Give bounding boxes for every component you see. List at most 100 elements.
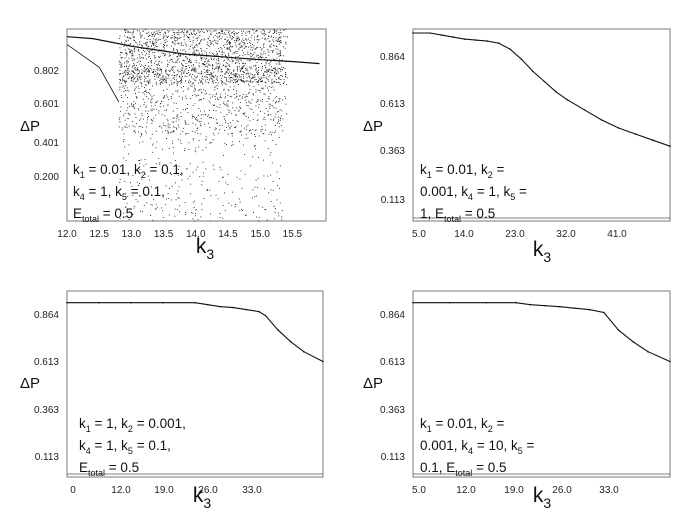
scatter-point (201, 184, 203, 186)
scatter-point (144, 71, 145, 73)
scatter-point (194, 87, 195, 89)
scatter-point (165, 130, 166, 132)
scatter-point (252, 81, 254, 82)
scatter-point (235, 125, 237, 127)
scatter-point (189, 58, 190, 60)
scatter-point (282, 99, 284, 101)
scatter-point (231, 72, 232, 74)
scatter-point (167, 133, 169, 134)
scatter-point (192, 201, 194, 203)
data-point (463, 38, 466, 40)
scatter-point (201, 180, 203, 182)
scatter-point (235, 73, 236, 75)
parameter-annotation: Etotal​ = 0.5 (73, 206, 133, 224)
scatter-point (184, 150, 185, 151)
scatter-point (141, 34, 143, 36)
scatter-point (207, 72, 209, 73)
scatter-point (274, 132, 276, 133)
y-tick-label: 0.802 (34, 66, 59, 77)
scatter-point (267, 35, 269, 37)
scatter-point (146, 68, 147, 70)
data-point (258, 310, 260, 313)
scatter-point (236, 51, 238, 52)
scatter-point (149, 92, 150, 94)
scatter-point (193, 31, 195, 33)
scatter-point (195, 151, 197, 153)
scatter-point (241, 134, 242, 136)
scatter-point (126, 72, 128, 74)
scatter-point (269, 45, 271, 46)
scatter-point (158, 112, 160, 114)
scatter-point (146, 76, 148, 77)
scatter-point (273, 67, 274, 69)
scatter-point (275, 144, 277, 145)
scatter-point (121, 82, 122, 84)
data-point (543, 80, 546, 83)
x-tick-label: 12.5 (89, 229, 109, 240)
scatter-point (147, 98, 149, 100)
scatter-point (280, 115, 282, 117)
scatter-point (196, 120, 198, 122)
scatter-point (129, 37, 131, 39)
scatter-point (158, 110, 160, 112)
scatter-point (219, 97, 221, 98)
scatter-point (135, 81, 136, 83)
scatter-point (195, 50, 197, 52)
scatter-point (265, 57, 267, 58)
scatter-point (127, 107, 129, 109)
series-line (413, 302, 671, 363)
scatter-point (198, 43, 200, 45)
y-tick-label: 0.864 (380, 310, 405, 321)
scatter-point (216, 53, 218, 55)
scatter-point (271, 80, 273, 82)
scatter-point (202, 149, 204, 151)
scatter-point (258, 106, 260, 108)
scatter-point (194, 131, 196, 133)
scatter-point (124, 62, 125, 64)
y-tick-label: 0.864 (380, 52, 405, 63)
scatter-point (141, 56, 143, 58)
scatter-point (280, 118, 281, 120)
scatter-point (143, 104, 145, 105)
scatter-point (256, 39, 258, 40)
scatter-point (182, 76, 183, 77)
scatter-point (244, 42, 246, 44)
scatter-point (246, 105, 248, 106)
scatter-point (140, 66, 141, 67)
scatter-point (127, 73, 128, 75)
scatter-point (221, 52, 223, 53)
scatter-point (255, 129, 257, 131)
scatter-point (139, 33, 141, 35)
scatter-point (206, 54, 207, 55)
scatter-point (275, 101, 277, 103)
scatter-point (173, 102, 175, 104)
series-line (413, 32, 671, 147)
scatter-point (261, 63, 262, 64)
scatter-point (155, 60, 157, 62)
scatter-point (267, 114, 269, 115)
scatter-point (216, 59, 217, 61)
scatter-point (174, 42, 176, 44)
scatter-point (269, 154, 271, 156)
scatter-point (209, 109, 210, 111)
scatter-point (206, 44, 208, 45)
scatter-point (153, 45, 155, 46)
scatter-point (264, 38, 265, 40)
scatter-point (154, 57, 156, 59)
scatter-point (188, 81, 189, 83)
scatter-point (139, 169, 141, 170)
scatter-point (238, 99, 239, 100)
scatter-point (194, 46, 195, 48)
scatter-point (248, 31, 250, 33)
scatter-point (160, 106, 162, 108)
scatter-point (268, 54, 270, 56)
scatter-point (221, 124, 223, 126)
scatter-point (197, 132, 199, 134)
scatter-point (217, 37, 219, 39)
scatter-point (222, 176, 224, 178)
scatter-point (125, 196, 127, 198)
scatter-point (176, 209, 178, 211)
scatter-point (164, 54, 166, 56)
scatter-point (172, 66, 174, 67)
scatter-point (208, 122, 209, 124)
